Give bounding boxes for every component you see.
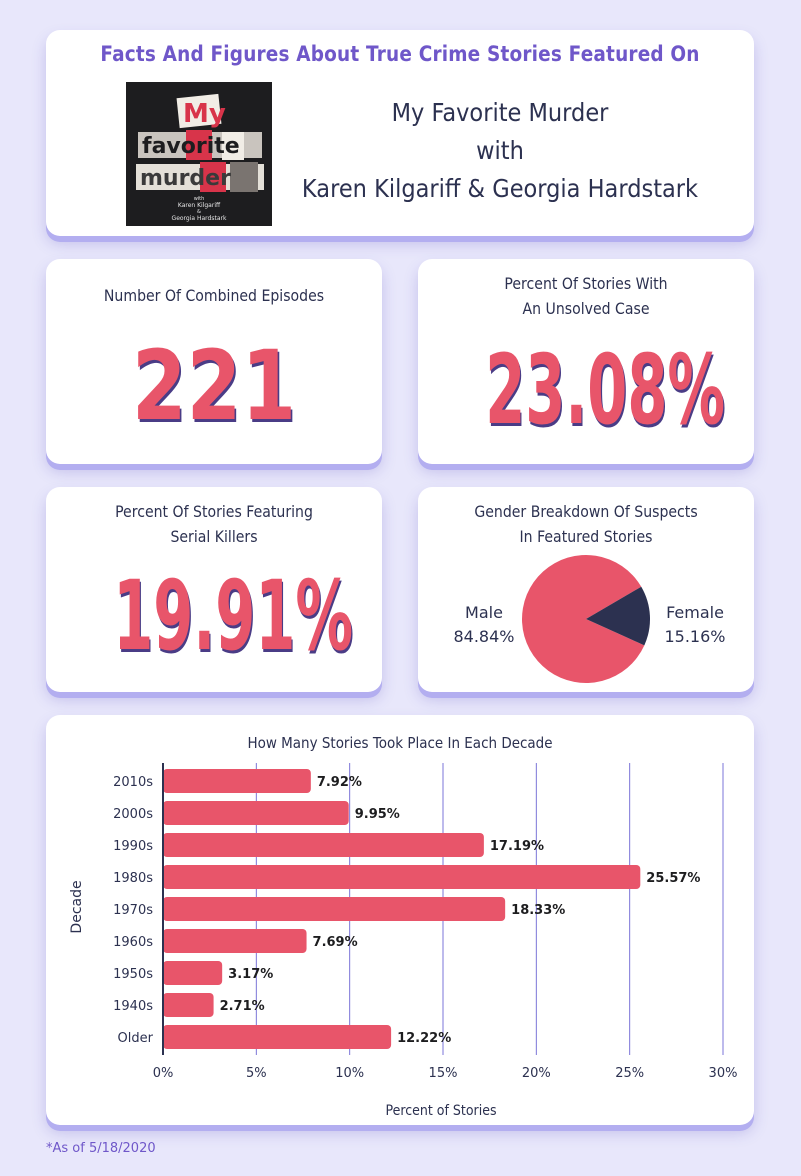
gender-card: Gender Breakdown Of Suspects In Featured…	[418, 487, 754, 692]
bar-value-label: 7.69%	[313, 935, 358, 950]
bar-1950s	[163, 961, 223, 985]
bar-value-label: 18.33%	[511, 903, 565, 918]
podcast-info: My Favorite Murder with Karen Kilgariff …	[271, 94, 728, 208]
unsolved-label: Percent Of Stories With An Unsolved Case	[438, 271, 734, 321]
bar-2000s	[163, 801, 349, 825]
episodes-card: Number Of Combined Episodes 221	[46, 259, 382, 464]
pie-label-male: Male 84.84%	[452, 601, 516, 649]
header-card: Facts And Figures About True Crime Stori…	[46, 30, 754, 236]
y-tick-label: 1950s	[113, 967, 153, 982]
chart-ylabel: Decade	[69, 880, 85, 933]
bar-Older	[163, 1025, 392, 1049]
gender-title-line2: In Featured Stories	[519, 527, 653, 546]
podcast-logo: My favorite murder with Karen Kilgariff …	[126, 82, 272, 226]
pie-label-female-name: Female	[666, 603, 724, 622]
x-tick-label: 0%	[153, 1066, 174, 1081]
gender-title: Gender Breakdown Of Suspects In Featured…	[438, 499, 734, 549]
serial-value: 19.91%	[113, 560, 354, 672]
bar-value-label: 2.71%	[220, 999, 265, 1014]
serial-label: Percent Of Stories Featuring Serial Kill…	[66, 499, 362, 549]
logo-small-amp: &	[197, 209, 201, 215]
y-tick-label: 1940s	[113, 999, 153, 1014]
y-tick-label: 2010s	[113, 775, 153, 790]
unsolved-value: 23.08%	[485, 334, 726, 446]
gender-pie	[522, 555, 650, 683]
logo-line1: My	[183, 99, 226, 129]
pie-label-male-value: 84.84%	[453, 627, 515, 646]
unsolved-label-line1: Percent Of Stories With	[504, 274, 668, 293]
serial-label-line2: Serial Killers	[170, 527, 258, 546]
podcast-name: My Favorite Murder	[391, 98, 609, 127]
bar-value-label: 17.19%	[490, 839, 544, 854]
podcast-with: with	[476, 136, 524, 165]
unsolved-card: Percent Of Stories With An Unsolved Case…	[418, 259, 754, 464]
bar-value-label: 25.57%	[646, 871, 700, 886]
y-tick-label: 1970s	[113, 903, 153, 918]
chart-title: How Many Stories Took Place In Each Deca…	[247, 735, 552, 752]
y-tick-label: 1960s	[113, 935, 153, 950]
page-title: Facts And Figures About True Crime Stori…	[100, 42, 700, 66]
pie-label-male-name: Male	[465, 603, 503, 622]
y-tick-label: Older	[118, 1031, 154, 1046]
chart-xlabel: Percent of Stories	[385, 1103, 496, 1119]
logo-art: My favorite murder with Karen Kilgariff …	[126, 82, 272, 226]
bar-1990s	[163, 833, 484, 857]
y-tick-label: 1990s	[113, 839, 153, 854]
bar-1980s	[163, 865, 641, 889]
bar-value-label: 12.22%	[397, 1031, 451, 1046]
pie-slice-female	[586, 586, 650, 646]
logo-small-host1: Karen Kilgariff	[178, 202, 221, 209]
logo-small-host2: Georgia Hardstark	[172, 215, 227, 222]
y-tick-label: 1980s	[113, 871, 153, 886]
x-tick-label: 15%	[429, 1066, 458, 1081]
bar-2010s	[163, 769, 311, 793]
pie-slice-male	[522, 555, 645, 683]
decade-bar-chart: How Many Stories Took Place In Each Deca…	[69, 735, 738, 1119]
bar-value-label: 9.95%	[355, 807, 400, 822]
y-tick-label: 2000s	[113, 807, 153, 822]
podcast-hosts: Karen Kilgariff & Georgia Hardstark	[301, 174, 699, 203]
bar-value-label: 7.92%	[317, 775, 362, 790]
unsolved-label-line2: An Unsolved Case	[522, 299, 650, 318]
x-tick-label: 10%	[335, 1066, 364, 1081]
footnote: *As of 5/18/2020	[46, 1141, 156, 1156]
bar-value-label: 3.17%	[228, 967, 273, 982]
x-tick-label: 5%	[246, 1066, 267, 1081]
logo-line2: favorite	[142, 134, 240, 159]
pie-label-female-value: 15.16%	[664, 627, 726, 646]
episodes-value: 221	[131, 330, 297, 442]
serial-label-line1: Percent Of Stories Featuring	[115, 502, 313, 521]
bar-1970s	[163, 897, 506, 921]
x-tick-label: 20%	[522, 1066, 551, 1081]
pie-label-female: Female 15.16%	[662, 601, 728, 649]
logo-small-with: with	[194, 196, 205, 202]
x-tick-label: 25%	[615, 1066, 644, 1081]
serial-card: Percent Of Stories Featuring Serial Kill…	[46, 487, 382, 692]
bar-1940s	[163, 993, 214, 1017]
x-tick-label: 30%	[709, 1066, 738, 1081]
bar-1960s	[163, 929, 307, 953]
decade-chart-card: How Many Stories Took Place In Each Deca…	[46, 715, 754, 1125]
episodes-label: Number Of Combined Episodes	[103, 286, 325, 305]
gender-title-line1: Gender Breakdown Of Suspects	[474, 502, 698, 521]
logo-line3: murder	[140, 166, 231, 191]
